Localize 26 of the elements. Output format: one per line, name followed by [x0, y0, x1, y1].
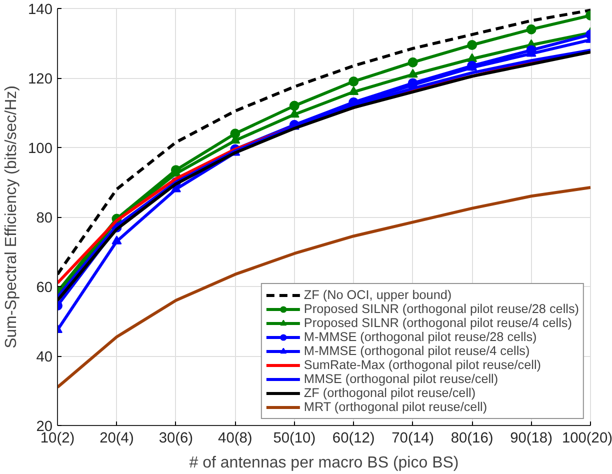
y-tick-label: 100	[28, 141, 53, 157]
legend-label: Proposed SILNR (orthogonal pilot reuse/28 cells)	[304, 302, 579, 316]
legend-label: SumRate-Max (orthogonal pilot reuse/cell)	[304, 358, 541, 372]
legend-label: MMSE (orthogonal pilot reuse/cell)	[304, 372, 498, 386]
legend-label: Proposed SILNR (orthogonal pilot reuse/4 cells)	[304, 316, 572, 330]
legend-label: MRT (orthogonal pilot reuse/cell)	[304, 400, 488, 414]
x-axis-title: # of antennas per macro BS (pico BS)	[189, 454, 459, 472]
y-tick-label: 40	[36, 350, 53, 366]
x-tick-label: 90(18)	[510, 430, 552, 446]
x-tick-label: 40(8)	[218, 430, 252, 446]
x-tick-label: 50(10)	[273, 430, 316, 446]
x-tick-label: 60(12)	[332, 430, 375, 446]
y-axis-title: Sum-Spectral Efficiency (bits/sec/Hz)	[3, 86, 20, 348]
x-tick-label: 100(20)	[562, 430, 612, 446]
legend-label: ZF (No OCI, upper bound)	[304, 288, 452, 302]
x-tick-label: 80(16)	[450, 430, 494, 446]
y-tick-label: 60	[36, 280, 53, 296]
x-tick-label: 70(14)	[392, 430, 434, 446]
y-tick-label: 80	[36, 210, 53, 226]
legend-label: M-MMSE (orthogonal pilot reuse/4 cells)	[304, 344, 530, 358]
legend-label: M-MMSE (orthogonal pilot reuse/28 cells)	[304, 330, 537, 344]
legend-label: ZF (orthogonal pilot reuse/cell)	[304, 386, 476, 400]
x-tick-label: 30(6)	[158, 430, 194, 446]
x-tick-label: 20(4)	[100, 430, 134, 446]
y-tick-label: 120	[28, 72, 53, 88]
y-tick-label: 140	[28, 2, 53, 18]
